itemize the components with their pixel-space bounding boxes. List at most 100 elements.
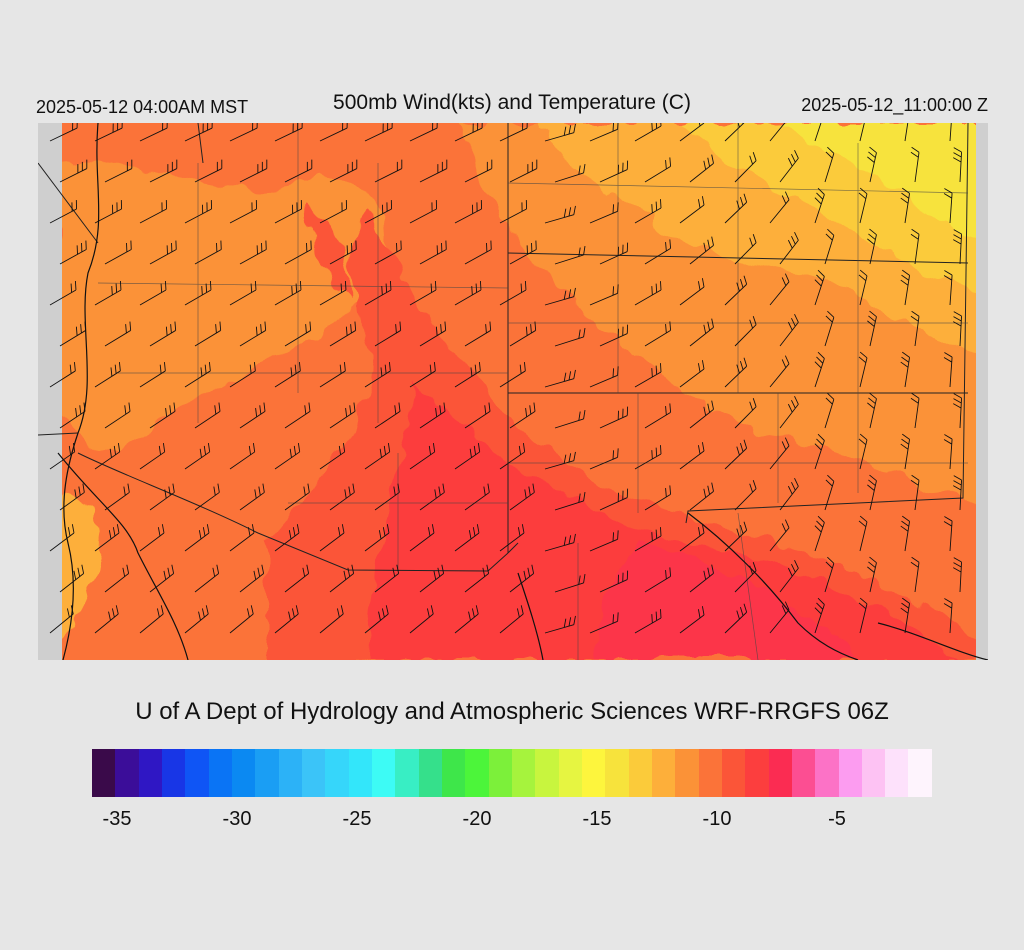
wind-barb [910, 228, 920, 265]
wind-barb [454, 361, 481, 388]
wind-barb [59, 240, 87, 265]
wind-barb [599, 242, 629, 265]
wind-barb [679, 524, 705, 552]
wind-barb [679, 123, 705, 142]
colorbar-tick-labels: -35 -30 -25 -20 -15 -10 -5 [0, 808, 1024, 838]
wind-barb [194, 159, 223, 183]
wind-barb [953, 475, 962, 511]
wind-barb [953, 311, 962, 347]
wind-barb [644, 567, 672, 593]
wind-barb [509, 240, 537, 265]
colorbar-swatch [861, 749, 886, 797]
wind-barb [769, 273, 790, 306]
wind-barb [499, 605, 524, 634]
wind-barb [858, 597, 868, 634]
wind-barb [943, 123, 953, 142]
wind-barb [779, 232, 799, 265]
wind-barb [49, 605, 74, 634]
wind-barb [284, 240, 312, 265]
wind-barb [409, 123, 438, 142]
wind-barb [867, 146, 877, 183]
wind-barb [824, 228, 835, 265]
wind-barb [49, 123, 78, 142]
wind-barb [139, 361, 166, 388]
wind-barb [149, 564, 175, 593]
wind-barb [599, 406, 629, 429]
model-credit: U of A Dept of Hydrology and Atmospheric… [135, 698, 889, 725]
wind-barb [509, 402, 536, 429]
wind-barb [724, 521, 748, 552]
wind-barb [544, 287, 576, 306]
colorbar-swatch [791, 749, 816, 797]
colorbar-swatch [348, 749, 372, 797]
wind-barb [724, 439, 748, 470]
wind-barb [229, 605, 254, 634]
wind-barb [284, 321, 312, 347]
wind-barb [94, 443, 121, 470]
wind-barb [769, 601, 790, 634]
wind-barb [953, 393, 962, 429]
wind-barb [329, 402, 356, 429]
wind-barb [139, 200, 167, 224]
wind-barb [544, 123, 576, 142]
wind-barb [779, 396, 799, 429]
wind-barb [194, 564, 220, 593]
wind-barb [634, 445, 662, 470]
wind-barb [867, 392, 877, 429]
wind-barb [724, 193, 748, 224]
wind-barb [319, 200, 347, 224]
wind-barb [139, 443, 166, 470]
wind-barb [724, 357, 748, 388]
wind-barb [689, 564, 714, 593]
wind-barb [59, 483, 85, 511]
wind-barb [149, 159, 178, 183]
wind-barb [184, 524, 210, 552]
wind-barb [139, 524, 165, 552]
wind-barb [409, 200, 437, 224]
wind-barb [589, 448, 619, 470]
colorbar-swatch [92, 749, 116, 797]
wind-barb [910, 474, 920, 511]
wind-barb [644, 239, 672, 265]
wind-barb [679, 278, 705, 306]
wind-barb [644, 321, 672, 347]
wind-barb [953, 557, 962, 593]
wind-barb [953, 229, 962, 265]
wind-barb [679, 196, 705, 224]
wind-barb [900, 187, 911, 224]
wind-barb [229, 123, 258, 142]
wind-barb [319, 281, 347, 306]
wind-barb [814, 515, 825, 552]
wind-barb [419, 402, 446, 429]
wind-barb [284, 402, 311, 429]
wind-barb [409, 443, 436, 470]
county-boundaries [97, 123, 969, 660]
wind-barb [464, 483, 490, 511]
wind-barb [824, 310, 835, 347]
wind-barb [364, 281, 392, 306]
wind-barb [319, 524, 345, 552]
wind-barb [634, 281, 662, 306]
colorbar-swatch [511, 749, 536, 797]
temperature-colorbar [92, 749, 932, 797]
wind-barb [544, 451, 576, 470]
wind-barb [329, 240, 357, 265]
wind-barb [544, 205, 576, 224]
wind-barb [454, 281, 482, 306]
wind-barb [509, 564, 535, 593]
wind-barb [769, 123, 790, 142]
wind-barb [554, 164, 586, 183]
wind-barb [599, 570, 629, 593]
wind-barb [364, 361, 391, 388]
colorbar-swatch [698, 749, 722, 797]
colorbar-tick-label: -35 [102, 808, 132, 830]
wind-barb [679, 360, 705, 388]
colorbar-tick-label: -25 [342, 808, 372, 830]
wind-barb [824, 556, 835, 593]
wind-barb [734, 316, 757, 347]
wind-barb [499, 361, 526, 388]
wind-barb [910, 392, 920, 429]
wind-barb [419, 564, 445, 593]
wind-barb [319, 361, 346, 388]
wind-barb [454, 200, 482, 224]
